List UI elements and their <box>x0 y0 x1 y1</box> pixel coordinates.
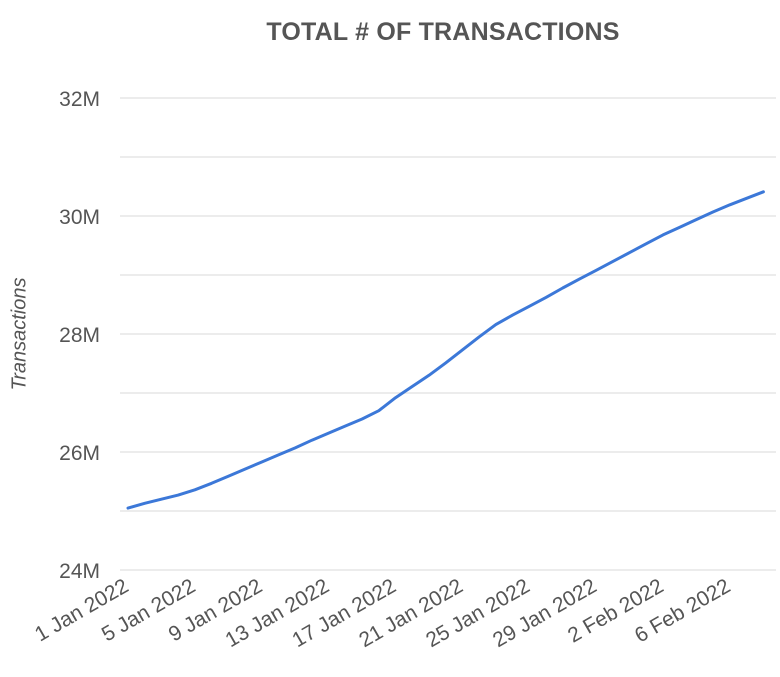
transactions-line <box>126 190 765 510</box>
y-tick-label: 32M <box>59 88 100 111</box>
chart-title: TOTAL # OF TRANSACTIONS <box>266 18 620 46</box>
y-axis-ticks: 24M 26M 28M 30M 32M <box>59 88 100 583</box>
y-tick-label: 24M <box>59 560 100 583</box>
gridlines <box>120 97 776 571</box>
y-tick-label: 26M <box>59 442 100 465</box>
y-tick-label: 30M <box>59 206 100 229</box>
y-tick-label: 28M <box>59 324 100 347</box>
